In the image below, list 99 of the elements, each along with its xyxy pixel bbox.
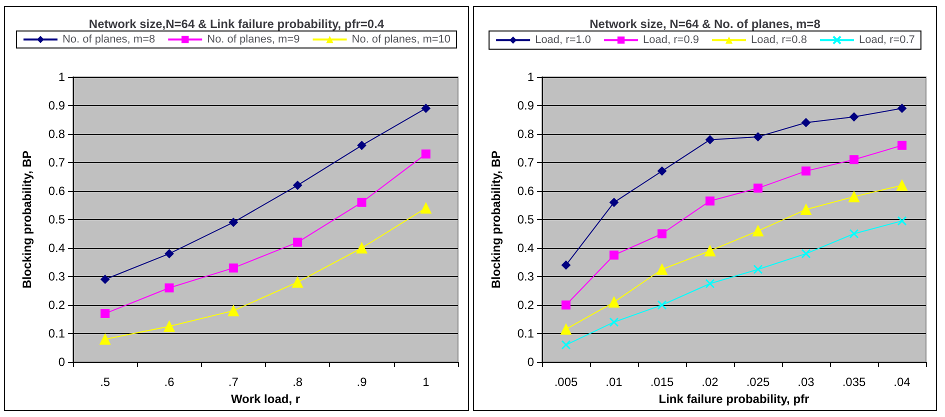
point (898, 104, 906, 113)
point (420, 202, 432, 214)
x-tick-label: .9 (356, 375, 368, 389)
point (292, 276, 304, 288)
point (561, 340, 571, 350)
y-tick-label: 0.9 (517, 98, 534, 112)
point (421, 104, 430, 113)
point (228, 218, 238, 227)
y-tick-label: 1 (527, 70, 534, 84)
point (850, 112, 858, 122)
point (100, 309, 110, 318)
point (753, 264, 763, 274)
point (754, 184, 762, 193)
y-tick-label: 0.9 (48, 98, 66, 112)
point (609, 317, 619, 327)
y-tick-label: 0.4 (517, 241, 534, 255)
point (897, 216, 907, 226)
x-tick-label: .005 (554, 375, 578, 389)
y-axis-title: Blocking probability, BP (489, 150, 503, 288)
point (802, 118, 810, 128)
point (357, 198, 366, 207)
x-tick-label: .6 (164, 375, 175, 389)
point (293, 180, 302, 190)
y-tick-label: 0.4 (48, 241, 66, 255)
chart-title: Network size,N=64 & Link failure probability, pfr=0.4 (88, 17, 384, 31)
point (610, 250, 618, 260)
point (610, 198, 618, 207)
y-tick-label: 1 (58, 70, 66, 84)
y-tick-label: 0.8 (517, 127, 534, 141)
legend-label: Load, r=0.8 (751, 34, 807, 46)
point (657, 300, 667, 310)
point (752, 225, 764, 236)
point (100, 334, 111, 345)
y-tick-label: 0.7 (48, 156, 66, 170)
y-tick-label: 0.2 (517, 298, 534, 312)
x-tick-label: .7 (228, 375, 239, 389)
x-tick-label: .025 (746, 375, 770, 389)
point (704, 245, 716, 256)
y-tick-label: 0 (527, 355, 534, 369)
point (656, 264, 668, 275)
point (801, 248, 811, 258)
point (705, 278, 715, 288)
point (357, 140, 366, 150)
point (848, 191, 860, 202)
y-tick-label: 0.5 (517, 212, 534, 226)
y-tick-label: 0.1 (48, 326, 66, 340)
point (164, 320, 175, 332)
x-tick-label: .015 (650, 375, 674, 389)
legend-label: No. of planes, m=8 (62, 34, 156, 46)
y-tick-label: 0.7 (517, 156, 534, 170)
point (608, 296, 620, 308)
x-axis-title: Work load, r (230, 392, 300, 406)
point (164, 283, 174, 292)
x-tick-label: .04 (894, 375, 911, 389)
point (560, 324, 572, 335)
x-tick-label: 1 (422, 375, 430, 389)
point (850, 155, 858, 164)
legend-label: No. of planes, m=9 (207, 34, 300, 46)
x-tick-label: .01 (606, 375, 623, 389)
point (706, 135, 714, 144)
point (754, 132, 762, 142)
x-tick-label: .8 (292, 375, 303, 389)
legend-label: Load, r=1.0 (535, 34, 592, 46)
y-tick-label: 0.2 (48, 298, 66, 312)
point (896, 180, 908, 191)
x-tick-label: .03 (798, 375, 815, 389)
point (293, 238, 302, 247)
point (849, 229, 859, 238)
point (658, 229, 666, 238)
y-tick-label: 0.6 (48, 184, 66, 198)
point (356, 242, 368, 254)
legend-label: No. of planes, m=10 (352, 34, 451, 46)
point (562, 300, 570, 310)
y-tick-label: 0.3 (517, 270, 534, 284)
y-tick-label: 0.6 (517, 184, 534, 198)
point (898, 140, 906, 150)
point (228, 263, 238, 272)
y-tick-label: 0.1 (517, 326, 534, 340)
x-axis-title: Link failure probability, pfr (658, 392, 810, 406)
point (164, 249, 174, 258)
point (658, 166, 666, 176)
point (421, 149, 430, 158)
point (706, 196, 714, 206)
point (562, 260, 570, 270)
legend-label: Load, r=0.7 (858, 34, 915, 46)
y-tick-label: 0 (58, 355, 66, 369)
y-axis-title: Blocking probability, BP (20, 150, 34, 288)
chart-title: Network size, N=64 & No. of planes, m=8 (590, 17, 821, 31)
y-tick-label: 0.8 (48, 127, 66, 141)
x-tick-label: .5 (100, 375, 110, 389)
y-tick-label: 0.5 (48, 212, 66, 226)
point (228, 305, 239, 316)
x-tick-label: .02 (702, 375, 719, 389)
legend-label: Load, r=0.9 (643, 34, 700, 46)
point (100, 274, 110, 284)
y-tick-label: 0.3 (48, 270, 66, 284)
x-tick-label: .035 (842, 375, 866, 389)
point (800, 204, 812, 216)
point (802, 166, 810, 176)
